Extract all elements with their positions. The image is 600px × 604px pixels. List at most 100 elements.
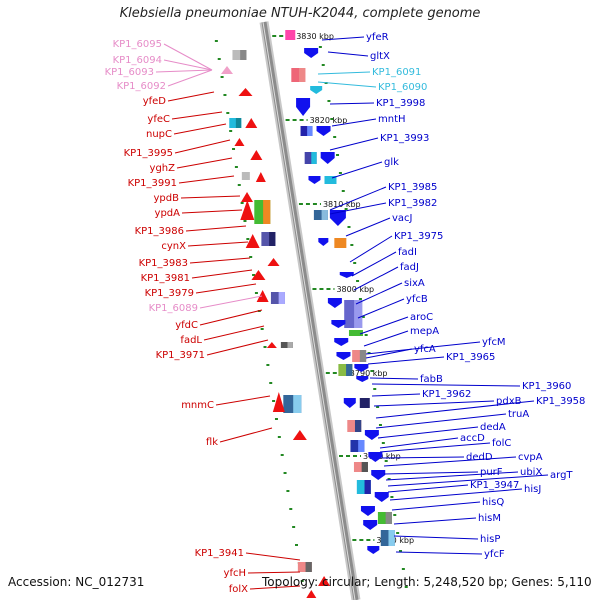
accession-text: Accession: NC_012731	[8, 575, 145, 589]
gene-label-left[interactable]: KP1_3991	[128, 178, 177, 189]
gene-feature-box-shade	[385, 512, 392, 524]
gene-label-left[interactable]: KP1_6092	[117, 81, 166, 92]
gene-label-right[interactable]: cvpA	[518, 452, 543, 463]
leader-line	[174, 139, 231, 154]
gene-label-right[interactable]: aroC	[410, 312, 433, 323]
gene-label-right[interactable]: KP1_3962	[422, 389, 471, 400]
gene-feature-box-shade	[287, 342, 293, 348]
gene-label-left[interactable]: yghZ	[150, 163, 176, 174]
gene-label-right[interactable]: pdxB	[496, 396, 522, 407]
gene-label-right[interactable]: KP1_3947	[470, 480, 519, 491]
gene-label-right[interactable]: accD	[460, 433, 485, 444]
gene-label-right[interactable]: yfcM	[482, 337, 506, 348]
gene-label-right[interactable]: KP1_3965	[446, 352, 495, 363]
leader-line	[383, 471, 479, 475]
track-dot	[396, 532, 400, 534]
gene-label-right[interactable]: mntH	[378, 114, 406, 125]
gene-label-right[interactable]: KP1_3975	[394, 231, 443, 242]
gene-label-right[interactable]: glk	[384, 157, 399, 168]
gene-feature-reverse	[304, 48, 319, 58]
gene-label-right[interactable]: KP1_6090	[378, 82, 427, 93]
track-dot	[367, 352, 371, 354]
gene-label-right[interactable]: gltX	[370, 51, 390, 62]
gene-label-right[interactable]: fabB	[420, 374, 443, 385]
gene-label-right[interactable]: hisM	[478, 513, 501, 524]
gene-label-left[interactable]: fadL	[180, 335, 202, 346]
track-dot	[289, 508, 293, 510]
leader-line	[173, 123, 227, 135]
gene-feature-reverse	[356, 376, 369, 382]
gene-label-right[interactable]: KP1_3960	[522, 381, 571, 392]
gene-label-left[interactable]: KP1_3983	[139, 258, 188, 269]
gene-feature-reverse	[368, 452, 383, 462]
gene-label-right[interactable]: mepA	[410, 326, 439, 337]
gene-label-right[interactable]: dedD	[466, 452, 493, 463]
gene-label-right[interactable]: sixA	[404, 278, 425, 289]
gene-label-left[interactable]: yfcH	[224, 568, 246, 579]
gene-label-right[interactable]: KP1_3993	[380, 133, 429, 144]
gene-feature-box	[232, 50, 247, 60]
gene-label-left[interactable]: flk	[206, 437, 218, 448]
gene-feature-forward	[272, 392, 285, 412]
gene-label-left[interactable]: mnmC	[181, 400, 214, 411]
gene-label-left[interactable]: KP1_6093	[105, 67, 154, 78]
gene-label-right[interactable]: argT	[550, 470, 573, 481]
track-dot	[341, 190, 345, 192]
track-dot	[246, 238, 250, 240]
gene-label-left[interactable]: nupC	[146, 129, 172, 140]
gene-label-left[interactable]: ypdA	[155, 208, 181, 219]
gene-label-left[interactable]: folX	[229, 584, 248, 595]
gene-label-left[interactable]: yfdC	[175, 320, 198, 331]
gene-label-left[interactable]: yfeD	[143, 96, 167, 107]
gene-label-left[interactable]: KP1_3981	[141, 273, 190, 284]
gene-label-right[interactable]: yfeR	[366, 32, 389, 43]
gene-label-right[interactable]: hisP	[480, 534, 500, 545]
gene-label-right[interactable]: yfcA	[414, 344, 436, 355]
gene-label-right[interactable]: hisJ	[524, 484, 541, 495]
leader-line	[329, 137, 379, 151]
gene-label-right[interactable]: truA	[508, 409, 529, 420]
gene-label-right[interactable]: vacJ	[392, 213, 413, 224]
gene-feature-reverse	[331, 320, 346, 328]
gene-label-left[interactable]: KP1_6094	[113, 55, 162, 66]
gene-label-left[interactable]: yfeC	[147, 114, 170, 125]
gene-label-right[interactable]: KP1_6091	[372, 67, 421, 78]
gene-label-left[interactable]: KP1_6095	[113, 39, 162, 50]
gene-label-left[interactable]: KP1_3995	[124, 148, 173, 159]
gene-label-right[interactable]: fadJ	[400, 262, 419, 273]
gene-label-right[interactable]: KP1_3982	[388, 198, 437, 209]
gene-label-right[interactable]: hisQ	[482, 497, 504, 508]
gene-label-right[interactable]: purF	[480, 467, 503, 478]
leader-line	[377, 426, 479, 439]
track-dot	[220, 76, 224, 78]
gene-label-left[interactable]: KP1_6089	[149, 303, 198, 314]
track-dot	[283, 472, 287, 474]
leader-line	[203, 325, 265, 341]
gene-label-left[interactable]: KP1_3979	[145, 288, 194, 299]
gene-feature-forward	[234, 138, 245, 146]
track-dot	[361, 316, 365, 318]
gene-label-right[interactable]: yfcB	[406, 294, 428, 305]
gene-label-right[interactable]: yfcF	[484, 549, 505, 560]
gene-label-left[interactable]: ypdB	[154, 193, 180, 204]
gene-label-right[interactable]: KP1_3985	[388, 182, 437, 193]
track-dot	[356, 280, 360, 282]
gene-label-left[interactable]: KP1_3941	[195, 548, 244, 559]
gene-label-right[interactable]: KP1_3998	[376, 98, 425, 109]
gene-label-left[interactable]: KP1_3986	[135, 226, 184, 237]
gene-feature-reverse	[329, 210, 346, 226]
gene-label-left[interactable]: cynX	[161, 241, 186, 252]
track-dot	[370, 370, 374, 372]
leader-line	[395, 551, 483, 555]
gene-feature-box	[285, 30, 296, 40]
gene-label-right[interactable]: fadI	[398, 247, 417, 258]
gene-label-right[interactable]: dedA	[480, 422, 506, 433]
gene-label-left[interactable]: KP1_3971	[156, 350, 205, 361]
gene-label-right[interactable]: folC	[492, 438, 511, 449]
track-dot	[387, 478, 391, 480]
gene-feature-box-shade	[354, 300, 363, 328]
gene-label-right[interactable]: ubiX	[520, 467, 542, 478]
gene-label-right[interactable]: KP1_3958	[536, 396, 585, 407]
